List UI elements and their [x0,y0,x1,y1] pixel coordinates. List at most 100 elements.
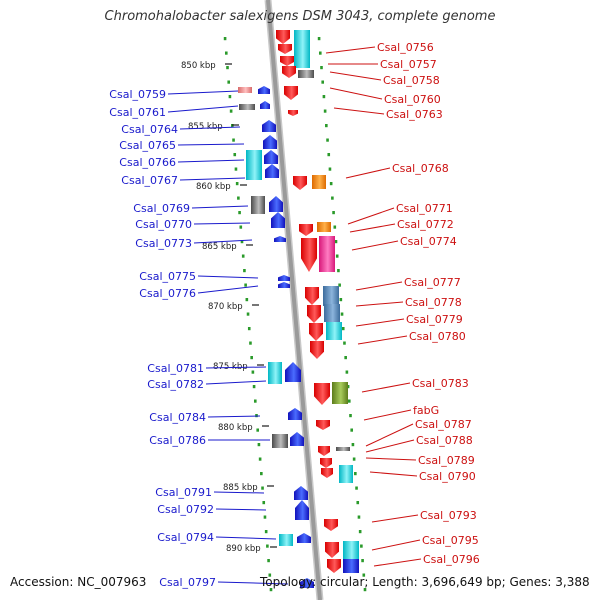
scale-tick-label: 860 kbp [196,182,231,192]
leader-line [215,508,267,511]
leader-line [205,380,267,385]
leader-line [371,539,421,551]
gene-label-left: Csal_0770 [135,218,192,231]
tick-rail-left [239,225,243,229]
leader-line [365,423,414,447]
gene-feature [319,236,335,272]
leader-line [191,205,249,209]
gene-label-right: Csal_0760 [384,93,441,106]
gene-label-right: Csal_0788 [416,434,473,447]
scale-tick-label: 875 kbp [213,362,248,372]
gene-feature [343,559,359,573]
leader-line [197,285,259,294]
tick-rail-right [341,327,345,331]
tick-rail-right [322,95,326,99]
tick-rail-left [252,385,256,389]
tick-rail-right [337,269,340,273]
leader-line [355,318,405,327]
leader-line [217,581,289,585]
gene-label-right: Csal_0795 [422,534,479,547]
tick-rail-left [232,138,235,142]
gene-feature [320,458,332,468]
backbone [266,0,322,600]
tick-rail-left [229,109,233,113]
gene-feature [265,164,279,178]
gene-feature [297,533,311,543]
gene-feature [324,304,340,322]
tick-rail-left [262,501,266,505]
leader-line [355,301,404,307]
gene-feature [327,559,341,573]
tick-rail-right [334,240,338,244]
gene-label-left: Csal_0782 [147,378,204,391]
leader-line [167,105,239,113]
leader-line [371,514,419,523]
gene-feature [238,87,252,93]
tick-rail-left [246,312,250,316]
tick-rail-right [345,370,349,374]
tick-rail-right [358,530,362,534]
scale-tick-label: 855 kbp [188,122,223,132]
gene-label-right: Csal_0779 [406,313,463,326]
gene-feature [239,104,255,110]
gene-feature [274,236,286,242]
tick-rail-left [234,167,238,171]
leader-line [345,167,391,179]
leader-line [369,471,418,477]
gene-label-left: Csal_0767 [121,174,178,187]
leader-line [205,366,267,369]
gene-feature [263,135,277,149]
gene-label-right: Csal_0783 [412,377,469,390]
leader-line [329,87,383,100]
gene-feature [262,120,276,132]
gene-label-left: Csal_0769 [133,202,190,215]
gene-feature [278,282,290,288]
leader-line [193,222,251,225]
gene-label-left: Csal_0792 [157,503,214,516]
tick-rail-left [260,472,263,476]
tick-rail-right [327,153,331,157]
leader-line [213,491,265,494]
tick-rail-right [354,472,357,476]
tick-rail-right [350,428,354,432]
tick-rail-left [249,341,252,345]
tick-rail-left [227,80,231,84]
scale-tick-label: 890 kbp [226,544,261,554]
tick-rail-left [269,588,273,592]
gene-label-left: Csal_0766 [119,156,176,169]
tick-rail-right [339,298,343,302]
tick-rail-left [261,486,264,490]
gene-label-right: Csal_0772 [397,218,454,231]
tick-rail-left [243,269,246,273]
tick-rail-left [257,443,261,447]
leader-line [365,457,417,461]
leader-line [325,46,376,54]
tick-rail-left [240,240,244,244]
leader-line [215,536,277,540]
gene-feature [279,534,293,546]
tick-rail-left [241,254,245,258]
gene-feature [326,322,342,340]
gene-label-right: Csal_0768 [392,162,449,175]
gene-feature [309,323,323,341]
tick-rail-left [247,327,251,331]
tick-rail-right [331,196,334,200]
genome-summary-text: Topology: circular; Length: 3,696,649 bp… [260,575,590,589]
leader-line [207,415,261,418]
gene-label-right: Csal_0787 [415,418,472,431]
gene-feature [251,196,265,214]
map-title: Chromohalobacter salexigens DSM 3043, co… [104,9,496,24]
scale-tick-label: 850 kbp [181,61,216,71]
tick-rail-left [235,182,239,186]
tick-rail-left [256,428,260,432]
gene-feature [299,224,313,236]
gene-label-right: Csal_0757 [380,58,437,71]
gene-label-left: Csal_0784 [149,411,206,424]
tick-rail-right [355,486,358,490]
gene-label-left: Csal_0797 [159,576,216,589]
tick-rail-right [332,211,335,215]
gene-feature [280,56,294,66]
tick-rail-left [244,283,247,287]
gene-feature [339,465,353,483]
